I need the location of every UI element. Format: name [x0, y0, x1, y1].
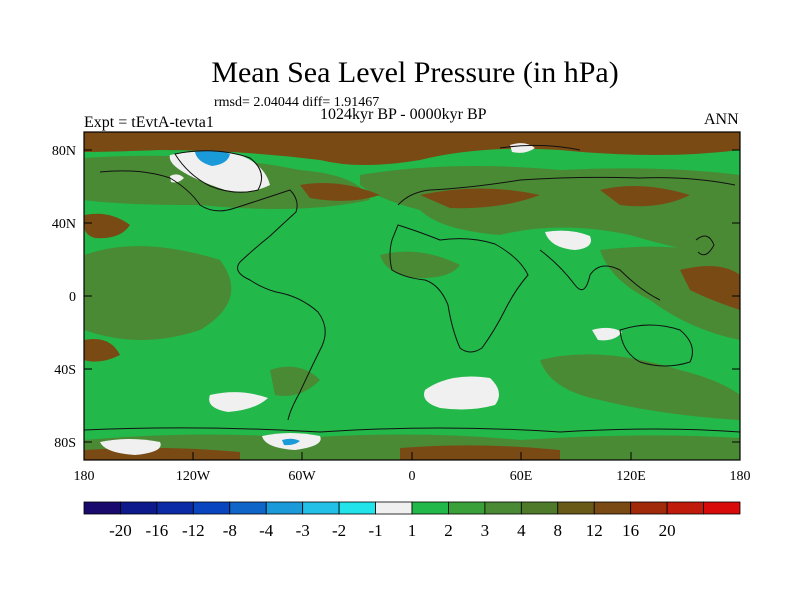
colorbar-label: 2 [444, 521, 453, 540]
colorbar-label: 12 [586, 521, 603, 540]
lat-label: 40S [54, 363, 76, 378]
lon-label: 0 [409, 469, 416, 484]
colorbar-box [83, 501, 121, 515]
colorbar-label: -20 [109, 521, 132, 540]
lat-label: 80N [52, 144, 76, 159]
colorbar-label: -12 [182, 521, 205, 540]
colorbar-box [375, 501, 413, 515]
colorbar-box [703, 501, 741, 515]
map-panel: 80N 40N 0 40S 80S 180 120W 60W 0 60E 120… [52, 131, 751, 484]
colorbar-label: -3 [296, 521, 310, 540]
stats-line: rmsd= 2.04044 diff= 1.91467 [214, 95, 380, 110]
lon-label: 120E [616, 469, 646, 484]
colorbar-box [229, 501, 267, 515]
colorbar-box [338, 501, 376, 515]
lon-label: 180 [74, 469, 95, 484]
colorbar-box [120, 501, 158, 515]
colorbar-box [156, 501, 194, 515]
negative-anomaly-regions [195, 150, 300, 446]
colorbar-label: 4 [517, 521, 526, 540]
colorbar-box [265, 501, 304, 515]
colorbar-label: -8 [223, 521, 237, 540]
colorbar-label: 1 [408, 521, 417, 540]
plot-title: Mean Sea Level Pressure (in hPa) [211, 56, 619, 89]
lat-label: 0 [69, 290, 76, 305]
colorbar-label: -2 [332, 521, 346, 540]
colorbar-label: 20 [659, 521, 676, 540]
colorbar-label: 3 [481, 521, 490, 540]
colorbar-label: -16 [146, 521, 169, 540]
coastlines [83, 144, 741, 433]
colorbar-box [302, 501, 340, 515]
colorbar-label: -4 [259, 521, 274, 540]
lat-label: 40N [52, 217, 76, 232]
period-line: 1024kyr BP - 0000kyr BP [320, 106, 487, 123]
colorbar: -20 -16 -12 -8 -4 -3 -2 -1 1 2 3 4 8 12 16 20 [83, 501, 741, 540]
longitude-labels: 180 120W 60W 0 60E 120E 180 [74, 469, 751, 484]
colorbar-box [666, 501, 704, 515]
lat-label: 80S [54, 436, 76, 451]
colorbar-box [520, 501, 559, 515]
colorbar-box [192, 501, 231, 515]
colorbar-label: 8 [554, 521, 563, 540]
axis-ticks [84, 149, 740, 460]
colorbar-box [557, 501, 595, 515]
experiment-label: Expt = tEvtA-tevta1 [84, 114, 214, 131]
season-label: ANN [704, 111, 739, 128]
colorbar-label: 16 [622, 521, 639, 540]
lon-label: 60E [510, 469, 533, 484]
brown-anomaly-regions [84, 132, 740, 460]
colorbar-labels: -20 -16 -12 -8 -4 -3 -2 -1 1 2 3 4 8 12 16 20 [109, 521, 676, 540]
colorbar-boxes [83, 501, 741, 515]
latitude-labels: 80N 40N 0 40S 80S [52, 144, 76, 451]
lon-label: 60W [288, 469, 316, 484]
near-zero-regions [100, 143, 622, 455]
colorbar-box [484, 501, 522, 515]
colorbar-label: -1 [368, 521, 382, 540]
colorbar-box [593, 501, 632, 515]
lon-label: 180 [730, 469, 751, 484]
lon-label: 120W [176, 469, 211, 484]
colorbar-box [411, 501, 449, 515]
colorbar-box [630, 501, 668, 515]
colorbar-box [448, 501, 486, 515]
